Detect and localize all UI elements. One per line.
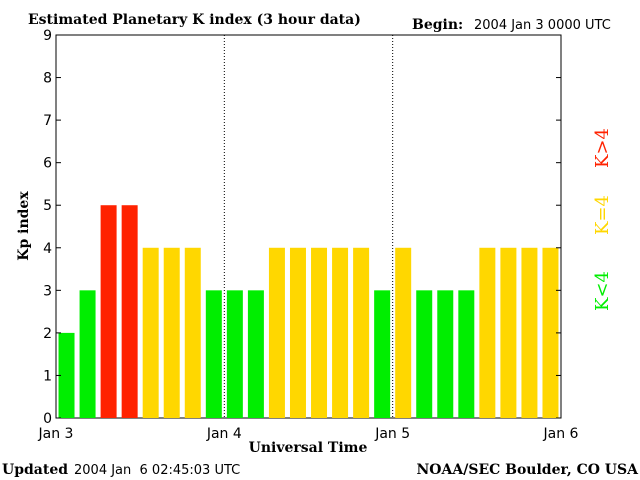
begin-value: 2004 Jan 3 0000 UTC: [474, 18, 611, 33]
y-tick-label: 2: [43, 326, 52, 342]
kp-bar: [521, 247, 538, 418]
plot-frame: [55, 34, 562, 419]
updated-value: 2004 Jan 6 02:45:03 UTC: [74, 463, 240, 478]
kp-bar: [416, 290, 433, 418]
legend-low: K<4: [592, 271, 613, 311]
y-tick-label: 8: [43, 71, 52, 87]
y-tick-label: 5: [43, 198, 52, 214]
y-tick-label: 4: [43, 241, 52, 257]
legend-high: K>4: [592, 128, 613, 168]
kp-bar: [100, 205, 117, 418]
day-dividers: [223, 35, 394, 418]
legend-mid: K=4: [592, 195, 613, 235]
y-axis: 0 1 2 3 4 5 6 7 8 9: [43, 28, 561, 427]
kp-bar: [542, 247, 559, 418]
kp-bar: [226, 290, 243, 418]
kp-bar: [268, 247, 285, 418]
bar-series: [58, 205, 559, 418]
y-tick-label: 1: [43, 368, 52, 384]
kp-bar: [395, 247, 412, 418]
kp-bar: [332, 247, 349, 418]
kp-bar: [479, 247, 496, 418]
x-tick-label: Jan 4: [206, 426, 242, 442]
x-axis: Jan 3 Jan 4 Jan 5 Jan 6: [38, 426, 579, 442]
y-tick-label: 6: [43, 156, 52, 172]
x-tick-label: Jan 5: [374, 426, 410, 442]
kp-bar: [289, 247, 306, 418]
kp-bar: [58, 332, 75, 418]
x-tick-label: Jan 6: [543, 426, 579, 442]
kp-bar: [79, 290, 96, 418]
begin-label: Begin:: [412, 17, 463, 33]
y-tick-label: 7: [43, 113, 52, 129]
kp-bar: [121, 205, 138, 418]
kp-bar: [142, 247, 159, 418]
kp-bar: [458, 290, 475, 418]
kp-bar: [163, 247, 180, 418]
kp-bar: [437, 290, 454, 418]
y-tick-label: 3: [43, 283, 52, 299]
y-tick-label: 9: [43, 28, 52, 44]
chart-title: Estimated Planetary K index (3 hour data…: [28, 12, 361, 28]
kp-bar: [374, 290, 391, 418]
kp-bar: [184, 247, 201, 418]
kp-bar: [353, 247, 370, 418]
updated-label: Updated: [2, 462, 68, 478]
source-credit: NOAA/SEC Boulder, CO USA: [417, 462, 640, 478]
x-tick-label: Jan 3: [38, 426, 74, 442]
y-tick-label: 0: [43, 411, 52, 427]
kp-bar: [205, 290, 222, 418]
y-axis-label: Kp index: [16, 191, 32, 261]
x-axis-label: Universal Time: [249, 440, 368, 456]
kp-bar: [311, 247, 328, 418]
kp-bar: [500, 247, 517, 418]
kp-bar: [247, 290, 264, 418]
